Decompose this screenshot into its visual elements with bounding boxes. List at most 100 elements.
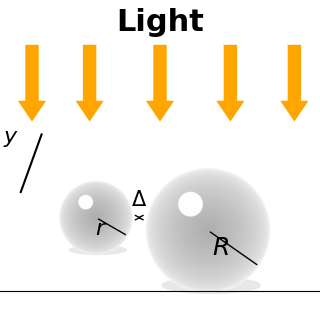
Ellipse shape: [161, 276, 261, 294]
Polygon shape: [146, 45, 174, 122]
Circle shape: [84, 200, 88, 204]
Circle shape: [94, 216, 98, 220]
Circle shape: [85, 207, 107, 228]
Circle shape: [83, 204, 109, 231]
Circle shape: [192, 215, 224, 246]
Circle shape: [87, 209, 105, 226]
Circle shape: [69, 191, 123, 244]
Circle shape: [178, 192, 203, 217]
Circle shape: [82, 198, 90, 206]
Circle shape: [172, 194, 244, 267]
Circle shape: [187, 200, 194, 208]
Circle shape: [171, 193, 245, 268]
Circle shape: [71, 193, 121, 242]
Circle shape: [188, 202, 193, 207]
Circle shape: [196, 218, 220, 243]
Circle shape: [185, 199, 196, 210]
Circle shape: [207, 229, 209, 231]
Circle shape: [85, 201, 86, 203]
Circle shape: [184, 206, 232, 254]
Circle shape: [93, 214, 99, 221]
Circle shape: [95, 216, 97, 219]
Circle shape: [78, 195, 93, 210]
Circle shape: [185, 208, 231, 253]
Text: $y$: $y$: [3, 129, 19, 149]
Circle shape: [205, 227, 211, 234]
Circle shape: [81, 202, 111, 233]
Circle shape: [83, 199, 89, 205]
Circle shape: [176, 198, 240, 263]
Circle shape: [79, 196, 92, 208]
Circle shape: [158, 180, 258, 280]
Circle shape: [86, 208, 106, 228]
Circle shape: [78, 199, 115, 236]
Circle shape: [76, 198, 116, 237]
Circle shape: [179, 193, 202, 215]
Circle shape: [84, 201, 87, 204]
Circle shape: [67, 189, 125, 246]
Circle shape: [84, 206, 108, 229]
Circle shape: [59, 181, 133, 254]
Circle shape: [164, 187, 252, 274]
Circle shape: [78, 200, 114, 236]
Circle shape: [182, 196, 199, 212]
Circle shape: [89, 211, 103, 224]
Circle shape: [167, 190, 249, 271]
Circle shape: [73, 195, 119, 240]
Circle shape: [81, 198, 90, 207]
Circle shape: [65, 186, 127, 249]
Circle shape: [161, 184, 255, 277]
Circle shape: [183, 197, 198, 212]
Circle shape: [60, 182, 132, 253]
Circle shape: [68, 190, 124, 245]
Circle shape: [95, 217, 97, 218]
Circle shape: [71, 192, 121, 243]
Text: Light: Light: [116, 8, 204, 37]
Circle shape: [75, 196, 117, 239]
Circle shape: [180, 194, 201, 215]
Circle shape: [186, 200, 195, 209]
Circle shape: [81, 197, 91, 207]
Circle shape: [93, 215, 99, 220]
Circle shape: [153, 175, 263, 285]
Circle shape: [84, 200, 88, 204]
Circle shape: [179, 201, 237, 260]
Circle shape: [68, 189, 124, 246]
Circle shape: [203, 225, 213, 236]
Circle shape: [188, 201, 194, 207]
Circle shape: [181, 204, 235, 257]
Circle shape: [198, 220, 219, 241]
Circle shape: [186, 209, 230, 252]
Circle shape: [181, 195, 200, 213]
Circle shape: [200, 222, 216, 239]
Circle shape: [90, 212, 102, 224]
Circle shape: [84, 201, 87, 203]
Circle shape: [150, 172, 266, 289]
Circle shape: [147, 169, 269, 292]
Circle shape: [62, 184, 130, 251]
Circle shape: [162, 185, 254, 276]
Circle shape: [64, 186, 128, 250]
Circle shape: [92, 213, 100, 222]
Circle shape: [82, 204, 110, 232]
Circle shape: [73, 194, 119, 241]
Circle shape: [92, 214, 100, 221]
Circle shape: [188, 211, 228, 250]
Polygon shape: [216, 45, 244, 122]
Circle shape: [76, 197, 116, 238]
Circle shape: [66, 188, 126, 248]
Circle shape: [148, 170, 268, 291]
Circle shape: [81, 197, 91, 207]
Circle shape: [152, 174, 264, 287]
Circle shape: [180, 202, 236, 259]
Circle shape: [89, 210, 103, 225]
Circle shape: [169, 191, 248, 270]
Circle shape: [196, 219, 220, 242]
Circle shape: [80, 196, 92, 208]
Circle shape: [170, 192, 246, 269]
Circle shape: [149, 171, 267, 290]
Circle shape: [63, 185, 129, 250]
Circle shape: [194, 216, 223, 245]
Circle shape: [84, 205, 108, 230]
Circle shape: [61, 183, 131, 252]
